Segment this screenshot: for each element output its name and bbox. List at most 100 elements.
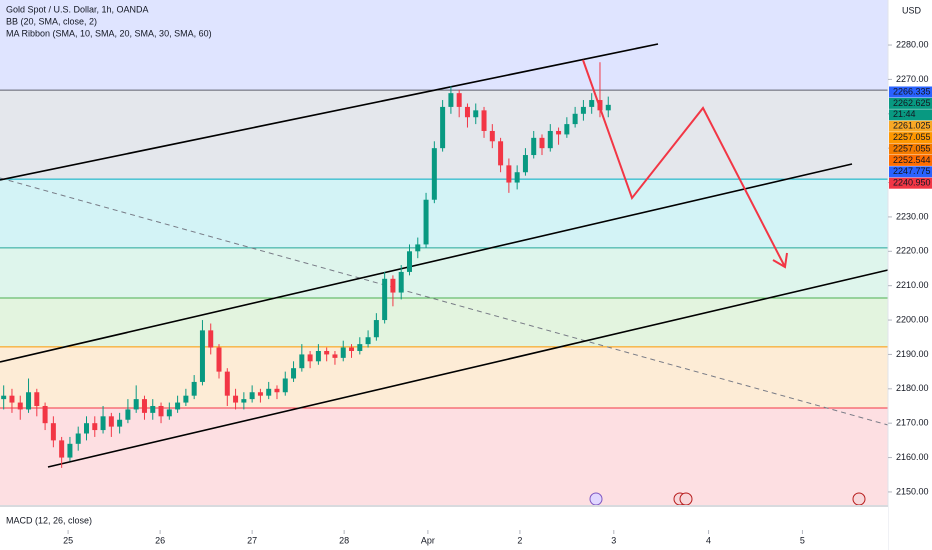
- y-tick-label: 2280.00: [896, 39, 929, 49]
- y-tick-label: 2220.00: [896, 246, 929, 256]
- candle-body: [431, 148, 437, 200]
- x-tick-label: 25: [63, 535, 73, 545]
- candle-body: [67, 443, 73, 458]
- candles: [1, 62, 611, 468]
- x-tick-label: 27: [247, 535, 257, 545]
- x-tick-label: 28: [339, 535, 349, 545]
- candle-body: [199, 330, 205, 382]
- zone: [0, 247, 888, 299]
- axes: 2150.00 2160.00 2170.00 2180.00 2190.00 2200.…: [63, 39, 932, 545]
- candle-body: [208, 330, 214, 348]
- candle-body: [42, 405, 48, 424]
- candle-body: [108, 416, 114, 427]
- y-tick-label: 2160.00: [896, 452, 929, 462]
- x-tick-label: Apr: [421, 535, 435, 545]
- event-icon[interactable]: [852, 492, 866, 506]
- lower-pane-label: MACD (12, 26, close): [6, 515, 92, 525]
- x-tick-label: 4: [706, 535, 711, 545]
- zone: [0, 346, 888, 409]
- indicator-label: BB (20, SMA, close, 2): [6, 16, 97, 26]
- zone: [0, 179, 888, 248]
- candle-body: [133, 399, 139, 410]
- candle-body: [572, 113, 578, 125]
- price-badge: [889, 177, 932, 189]
- candle-body: [17, 402, 23, 410]
- currency-label: USD: [902, 5, 922, 15]
- price-badge: [889, 132, 932, 144]
- candle-body: [117, 419, 123, 427]
- candle-body: [349, 347, 355, 351]
- candle-body: [514, 172, 520, 183]
- candle-body: [291, 368, 297, 379]
- price-badge: [889, 109, 932, 121]
- candle-body: [59, 440, 65, 458]
- candle-body: [324, 350, 330, 355]
- candle-body: [580, 106, 586, 114]
- forecast-path: [582, 59, 786, 268]
- candle-body: [191, 381, 197, 396]
- candle-body: [498, 141, 504, 166]
- candle-body: [564, 124, 570, 135]
- candle-body: [373, 320, 379, 338]
- candle-body: [473, 110, 479, 118]
- y-tick-label: 2170.00: [896, 418, 929, 428]
- candle-body: [605, 104, 611, 111]
- candle-body: [125, 409, 131, 420]
- candle-body: [365, 337, 371, 345]
- candle-body: [382, 278, 388, 321]
- candle-body: [390, 278, 396, 293]
- candle-body: [464, 106, 470, 118]
- candle-body: [257, 392, 263, 396]
- candle-body: [34, 392, 40, 406]
- zone: [0, 408, 888, 505]
- dashed-trendline: [0, 177, 889, 426]
- candle-body: [26, 392, 32, 410]
- candle-body: [556, 130, 562, 135]
- candle-body: [357, 344, 363, 351]
- y-tick-label: 2200.00: [896, 314, 929, 324]
- candle-body: [315, 350, 321, 362]
- levels: [0, 89, 888, 409]
- zone: [0, 0, 888, 91]
- price-badge-label: 2257.055: [893, 143, 931, 153]
- candle-body: [175, 402, 181, 410]
- candle-body: [216, 347, 222, 372]
- candle-body: [249, 392, 255, 400]
- candle-body: [589, 100, 595, 107]
- candle-body: [547, 130, 553, 149]
- candle-body: [539, 137, 545, 149]
- y-tick-label: 2210.00: [896, 280, 929, 290]
- y-tick-label: 2270.00: [896, 74, 929, 84]
- candle-body: [506, 165, 512, 183]
- candle-body: [266, 388, 272, 396]
- candle-body: [233, 395, 239, 403]
- candle-body: [531, 137, 537, 156]
- candle-body: [75, 433, 81, 444]
- price-badge-label: 2240.950: [893, 178, 931, 188]
- y-tick-label: 2190.00: [896, 349, 929, 359]
- candle-body: [282, 378, 288, 393]
- candle-body: [415, 244, 421, 252]
- price-badge: [889, 154, 932, 166]
- candle-body: [332, 354, 338, 358]
- price-badge: [889, 143, 932, 155]
- channel-middle: [0, 163, 853, 363]
- x-tick-label: 3: [611, 535, 616, 545]
- event-icon[interactable]: [589, 492, 603, 506]
- y-tick-label: 2150.00: [896, 486, 929, 496]
- price-badge-label: 2262.625: [893, 98, 931, 108]
- price-badge: [889, 86, 932, 98]
- channel-upper: [0, 43, 659, 181]
- candle-body: [50, 423, 56, 441]
- event-icon[interactable]: [679, 492, 693, 506]
- price-badge-label: 2261.025: [893, 121, 931, 131]
- candle-body: [406, 251, 412, 272]
- candle-body: [150, 405, 156, 413]
- candle-body: [456, 93, 462, 107]
- price-badge: [889, 166, 932, 178]
- y-tick-label: 2230.00: [896, 211, 929, 221]
- candle-body: [1, 395, 7, 400]
- indicator-label: MA Ribbon (SMA, 10, SMA, 20, SMA, 30, SM…: [6, 28, 212, 38]
- candle-body: [92, 423, 98, 431]
- candle-body: [481, 110, 487, 131]
